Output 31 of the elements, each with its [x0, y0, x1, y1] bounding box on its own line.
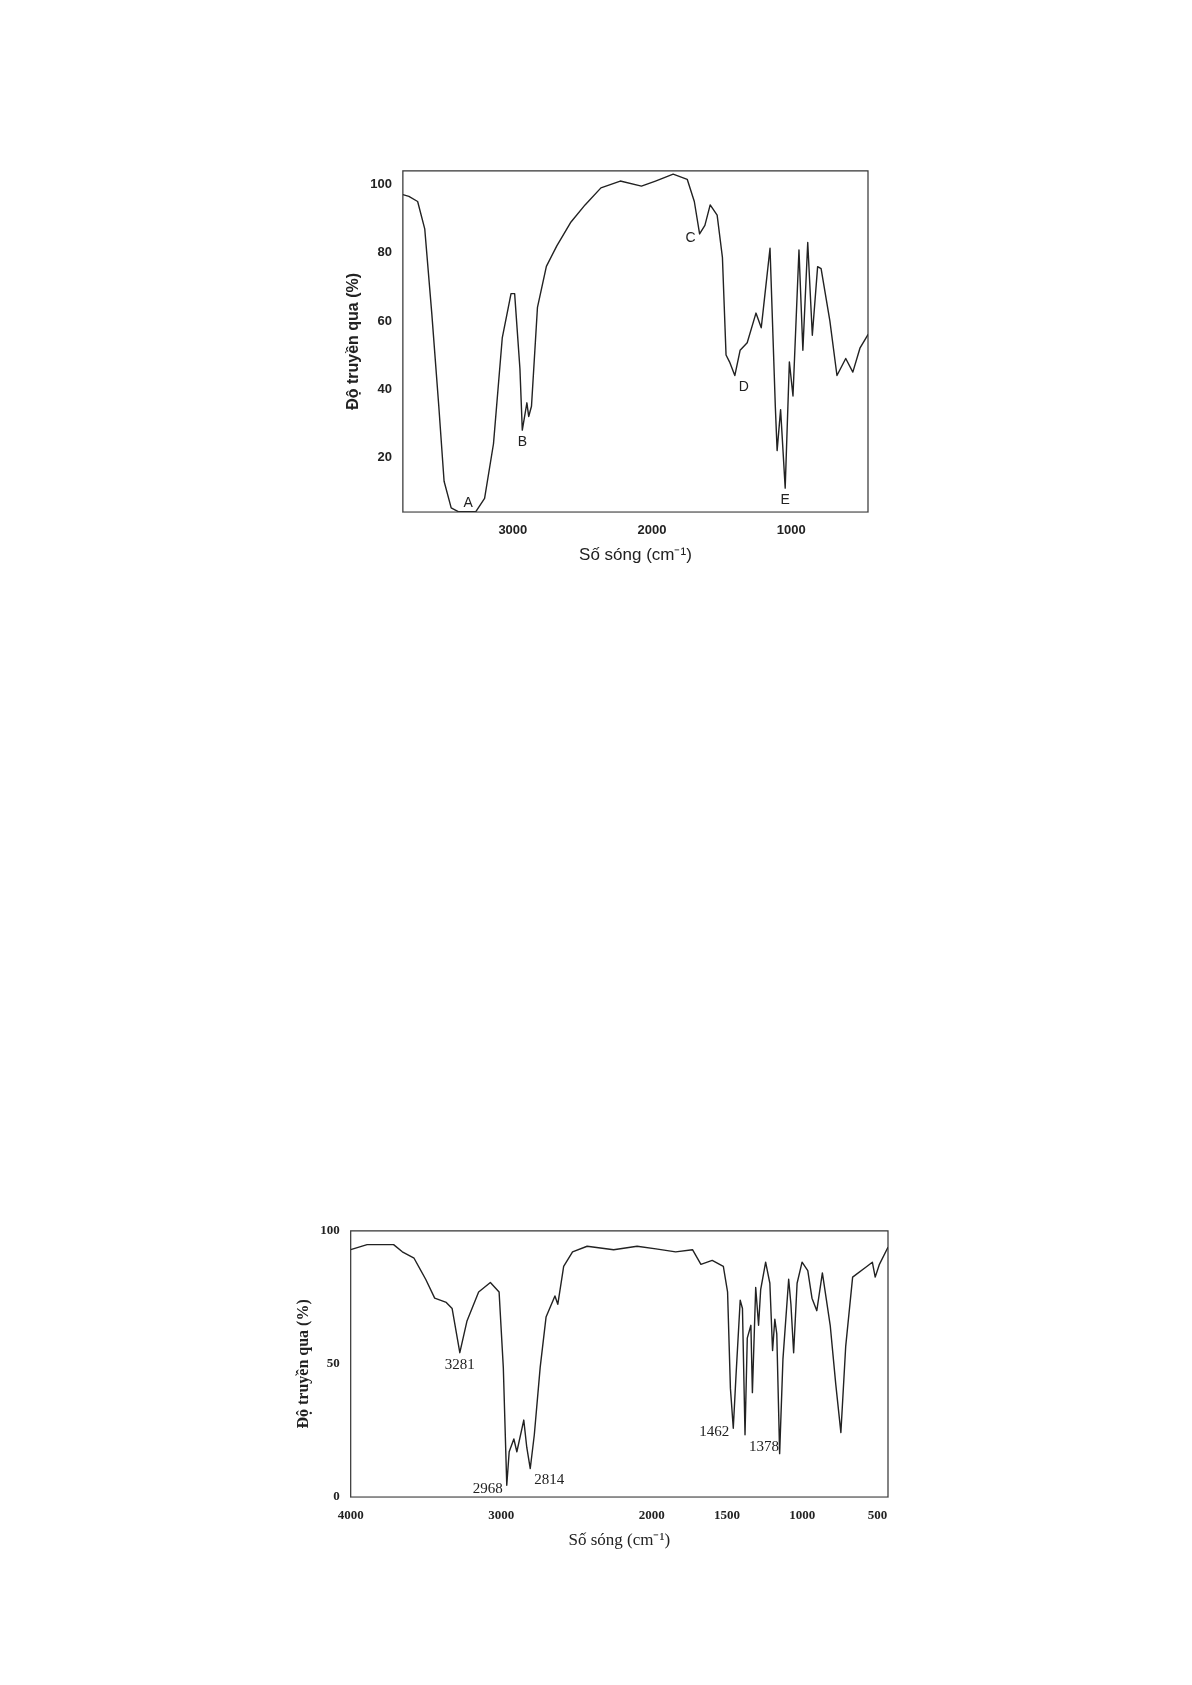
annotation: D [738, 378, 749, 395]
y-axis-title: Độ truyền qua (%) [293, 1299, 312, 1429]
annotation: 2968 [472, 1479, 503, 1496]
annotation: B [517, 432, 527, 449]
annotation: 1378 [749, 1437, 780, 1454]
x-tick-label: 3000 [488, 1507, 515, 1523]
x-tick-label: 1500 [713, 1507, 740, 1523]
y-tick-label: 80 [377, 244, 392, 260]
y-axis-title: Độ truyền qua (%) [344, 272, 362, 410]
x-tick-label: 2000 [638, 1507, 665, 1523]
x-tick-label: 1000 [776, 522, 806, 538]
x-axis-title: Số sóng (cm⁻¹) [568, 1530, 671, 1550]
y-tick-label: 20 [377, 448, 392, 464]
y-tick-label: 40 [377, 380, 392, 396]
x-tick-label: 2000 [637, 522, 667, 538]
y-tick-label: 0 [333, 1488, 340, 1504]
annotation: A [463, 493, 474, 510]
annotation: 1462 [699, 1423, 730, 1440]
annotation: 2814 [534, 1471, 565, 1488]
y-tick-label: 50 [326, 1355, 340, 1371]
x-tick-label: 3000 [498, 522, 528, 538]
y-tick-label: 100 [370, 176, 392, 192]
x-tick-label: 4000 [337, 1507, 364, 1523]
y-tick-label: 60 [377, 312, 392, 328]
x-tick-label: 500 [867, 1507, 888, 1523]
annotation: 3281 [444, 1355, 475, 1372]
annotation: E [780, 490, 790, 507]
y-tick-label: 100 [320, 1222, 340, 1238]
annotation: C [685, 228, 696, 245]
x-axis-title: Số sóng (cm⁻¹) [579, 545, 692, 565]
x-tick-label: 1000 [789, 1507, 816, 1523]
